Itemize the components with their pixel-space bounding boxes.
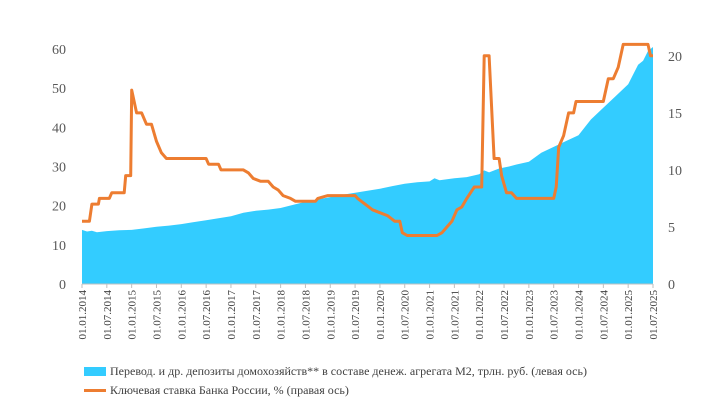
x-tick-label: 01.07.2017 <box>251 290 263 340</box>
x-tick-label: 01.01.2024 <box>574 290 586 340</box>
right-tick-label: 15 <box>668 107 682 122</box>
series-key-rate-line <box>82 42 653 237</box>
legend-item-key-rate: Ключевая ставка Банка России, % (правая … <box>84 381 587 400</box>
x-tick-label: 01.01.2019 <box>325 290 337 340</box>
right-tick-label: 0 <box>668 278 675 293</box>
x-tick-label: 01.07.2024 <box>598 290 610 340</box>
x-tick-label: 01.01.2017 <box>226 290 238 340</box>
right-tick-label: 5 <box>668 221 675 236</box>
x-tick-label: 01.01.2021 <box>425 290 437 340</box>
left-tick-label: 30 <box>52 161 66 176</box>
x-tick-label: 01.01.2025 <box>623 290 635 340</box>
x-tick-label: 01.07.2014 <box>102 290 114 340</box>
right-axis: 0 5 10 15 20 <box>668 50 682 293</box>
x-tick-label: 01.07.2019 <box>350 290 362 340</box>
chart: 0 10 20 30 40 50 60 0 5 10 15 20 01.01.2014 01.07.2… <box>52 42 682 340</box>
x-tick-label: 01.01.2022 <box>474 290 486 340</box>
x-tick-label: 01.07.2015 <box>151 290 163 340</box>
x-tick-label: 01.07.2021 <box>449 290 461 340</box>
plot-area <box>82 42 653 284</box>
x-tick-label: 01.01.2018 <box>276 290 288 340</box>
legend-label-key-rate: Ключевая ставка Банка России, % (правая … <box>110 383 349 397</box>
x-tick-label: 01.01.2023 <box>524 290 536 340</box>
legend: Перевод. и др. депозиты домохозяйств** в… <box>84 362 587 400</box>
legend-item-deposits: Перевод. и др. депозиты домохозяйств** в… <box>84 362 587 381</box>
left-tick-label: 0 <box>59 278 66 293</box>
right-tick-label: 10 <box>668 164 682 179</box>
legend-swatch-deposits <box>84 367 106 376</box>
x-tick-label: 01.07.2016 <box>201 290 213 340</box>
left-tick-label: 60 <box>52 43 66 58</box>
x-tick-label: 01.01.2014 <box>77 290 89 340</box>
left-tick-label: 50 <box>52 82 66 97</box>
x-axis: 01.01.2014 01.07.2014 01.01.2015 01.07.2015… <box>77 284 660 340</box>
x-tick-label: 01.07.2025 <box>648 290 660 340</box>
x-tick-label: 01.07.2018 <box>300 290 312 340</box>
x-tick-label: 01.07.2020 <box>400 290 412 340</box>
left-tick-label: 20 <box>52 200 66 215</box>
left-tick-label: 40 <box>52 121 66 136</box>
right-tick-label: 20 <box>668 50 682 65</box>
legend-swatch-key-rate <box>84 389 106 392</box>
left-axis: 0 10 20 30 40 50 60 <box>52 43 66 293</box>
x-tick-label: 01.07.2022 <box>499 290 511 340</box>
x-tick-label: 01.07.2023 <box>549 290 561 340</box>
x-tick-label: 01.01.2016 <box>176 290 188 340</box>
legend-label-deposits: Перевод. и др. депозиты домохозяйств** в… <box>110 364 587 378</box>
x-tick-label: 01.01.2020 <box>375 290 387 340</box>
left-tick-label: 10 <box>52 239 66 254</box>
series-deposits-area <box>82 47 653 284</box>
x-tick-label: 01.01.2015 <box>127 290 139 340</box>
